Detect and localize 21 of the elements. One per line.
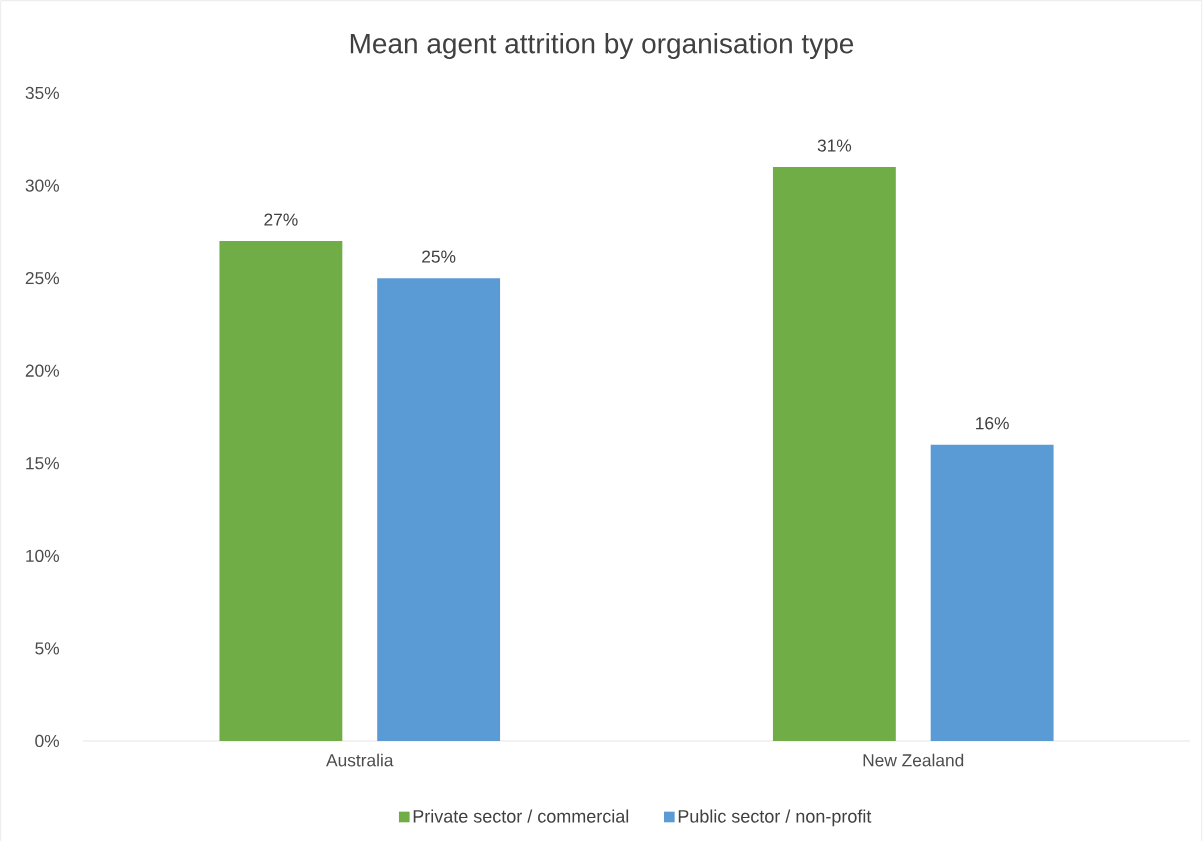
data-label: 31% — [817, 139, 852, 152]
data-label: 27% — [264, 213, 298, 226]
y-tick-label: 15% — [26, 457, 60, 470]
y-tick-label: 0% — [35, 734, 60, 748]
legend-label: Private sector / commercial — [413, 809, 629, 823]
legend-label: Public sector / non-profit — [678, 809, 872, 827]
bar — [930, 444, 1054, 741]
bar — [772, 167, 896, 741]
chart-title: Mean agent attrition by organisation type — [350, 32, 854, 60]
data-label: 16% — [976, 417, 1009, 430]
y-tick-label: 10% — [26, 549, 60, 562]
bar — [377, 278, 501, 741]
y-tick-label: 25% — [25, 271, 60, 285]
y-tick-label: 5% — [35, 642, 60, 655]
y-tick-label: 30% — [25, 179, 60, 192]
x-tick-label: Australia — [326, 753, 394, 767]
y-tick-label: 20% — [25, 364, 60, 377]
x-tick-label: New Zealand — [863, 753, 964, 767]
y-tick-label: 35% — [25, 86, 60, 100]
bar — [219, 241, 343, 741]
data-label: 25% — [422, 250, 456, 263]
